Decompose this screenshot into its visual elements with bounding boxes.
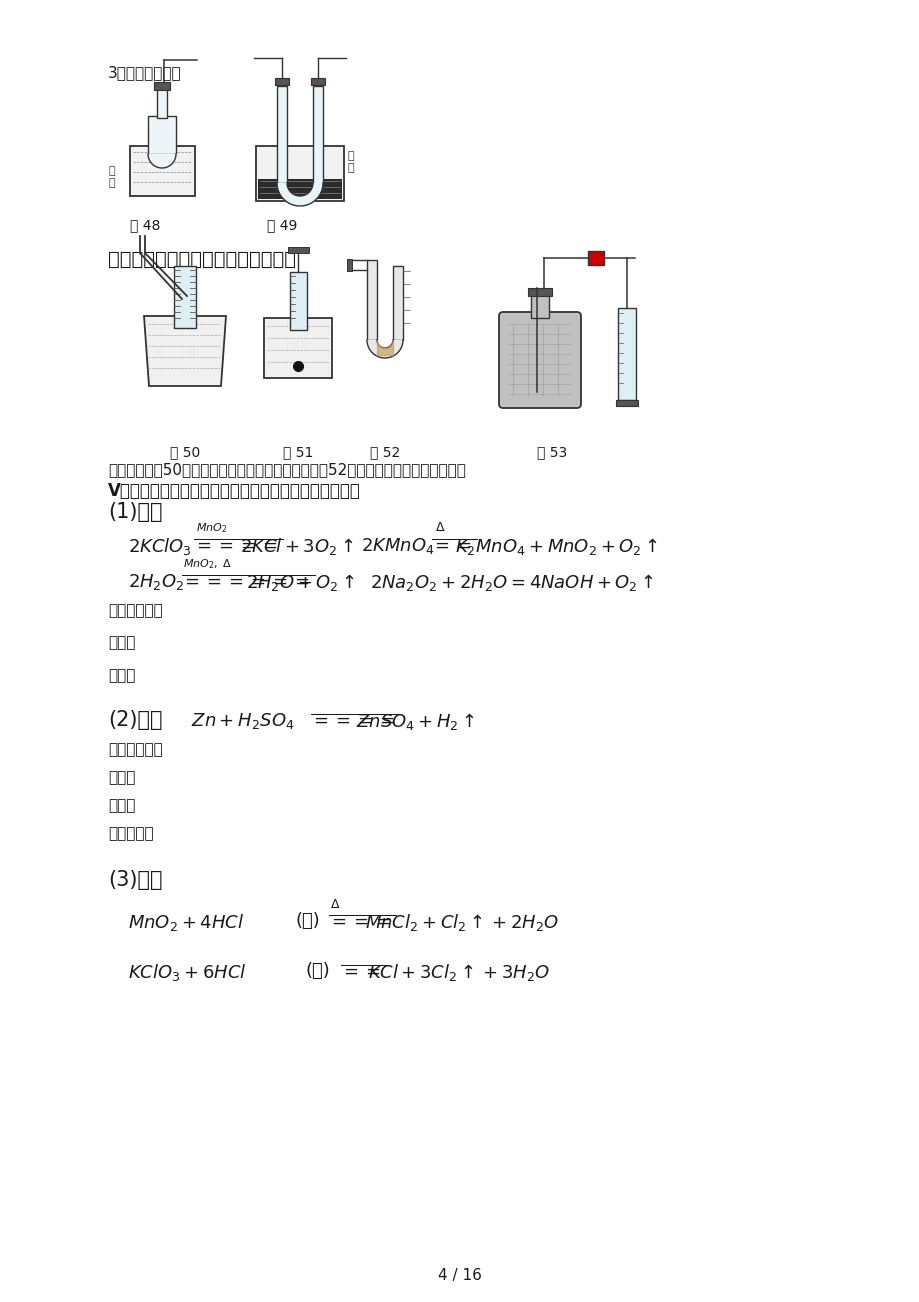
Bar [275,78,289,85]
Text: $2H_2O_2$: $2H_2O_2$ [128,572,184,592]
Text: $\overline{==}$: $\overline{==}$ [430,536,477,553]
Text: $\overline{====}$: $\overline{====}$ [193,536,283,553]
Text: V、常见气体的制取原理、除杂、检验、收集和尾气处理: V、常见气体的制取原理、除杂、检验、收集和尾气处理 [108,482,360,500]
Bar [392,266,403,340]
Text: $\Delta$: $\Delta$ [435,521,445,534]
Bar [157,89,167,118]
Text: 收集：: 收集： [108,668,135,684]
Text: $K_2MnO_4+MnO_2+O_2\uparrow$: $K_2MnO_4+MnO_2+O_2\uparrow$ [455,536,658,557]
Text: $2Na_2O_2+2H_2O=4NaOH+O_2\uparrow$: $2Na_2O_2+2H_2O=4NaOH+O_2\uparrow$ [369,572,653,592]
Bar [346,259,352,271]
Text: (浓): (浓) [306,962,331,980]
FancyBboxPatch shape [498,312,581,408]
Bar [255,146,344,201]
Text: $\overline{======}$: $\overline{======}$ [181,572,315,590]
Polygon shape [277,184,323,206]
Bar [130,146,195,197]
Text: 图 51: 图 51 [282,445,312,460]
Text: $MnO_2$: $MnO_2$ [196,521,227,535]
Bar [174,266,196,328]
Text: $\overline{====}$: $\overline{====}$ [310,711,400,729]
Bar [528,288,551,296]
Bar [587,251,604,266]
Bar [153,82,170,90]
Bar [289,272,307,329]
Text: $Zn+H_2SO_4$: $Zn+H_2SO_4$ [186,711,294,730]
Text: 图 50: 图 50 [170,445,200,460]
Text: 图 53: 图 53 [537,445,566,460]
Text: 收集：: 收集： [108,798,135,812]
Text: 图 48: 图 48 [130,217,160,232]
Text: 图 52: 图 52 [369,445,400,460]
Bar [616,400,637,406]
Text: $\overline{==}$: $\overline{==}$ [340,962,386,980]
Text: (浓): (浓) [296,911,321,930]
Bar [148,116,176,154]
Text: 装置：除杂：: 装置：除杂： [108,603,163,618]
Text: 冷
水: 冷 水 [108,165,115,187]
Text: 检验：: 检验： [108,635,135,650]
Bar [618,309,635,400]
Text: $2H_2O+O_2\uparrow$: $2H_2O+O_2\uparrow$ [245,572,355,592]
Bar [530,294,549,318]
Text: 检验：: 检验： [108,769,135,785]
Bar [367,260,377,340]
Text: 装置：除杂：: 装置：除杂： [108,742,163,756]
Text: (1)氧气: (1)氧气 [108,503,163,522]
Text: $\Delta$: $\Delta$ [330,898,340,911]
Bar [277,86,287,184]
Bar [312,86,323,187]
Text: $2KMnO_4$: $2KMnO_4$ [360,536,434,556]
Text: $MnO_2+4HCl$: $MnO_2+4HCl$ [128,911,244,934]
Text: 3、冷却反应装置: 3、冷却反应装置 [108,65,181,79]
Text: (2)氢气: (2)氢气 [108,710,163,730]
Polygon shape [367,340,403,358]
Bar [264,318,332,378]
Text: $MnO_2,\ \Delta$: $MnO_2,\ \Delta$ [183,557,233,570]
Text: 注意事项：图50中量器内的水位与水槽中水相平，图52中左短水位与右端水位相平。: 注意事项：图50中量器内的水位与水槽中水相平，图52中左短水位与右端水位相平。 [108,462,465,477]
Bar [311,78,324,85]
Text: 图 49: 图 49 [267,217,297,232]
Polygon shape [144,316,226,385]
Text: 尾气处理：: 尾气处理： [108,825,153,841]
Text: 4 / 16: 4 / 16 [437,1268,482,1282]
Text: $ZnSO_4+H_2\uparrow$: $ZnSO_4+H_2\uparrow$ [356,711,475,732]
Text: $KCl+3Cl_2\uparrow+3H_2O$: $KCl+3Cl_2\uparrow+3H_2O$ [368,962,550,983]
Text: $2KCl+3O_2\uparrow$: $2KCl+3O_2\uparrow$ [240,536,354,557]
Bar [288,247,309,253]
Text: (3)氯气: (3)氯气 [108,870,163,891]
Text: $\overline{===}$: $\overline{===}$ [328,911,396,930]
Text: $MnCl_2+Cl_2\uparrow+2H_2O$: $MnCl_2+Cl_2\uparrow+2H_2O$ [365,911,559,934]
Text: $KClO_3+6HCl$: $KClO_3+6HCl$ [128,962,246,983]
Text: $2KClO_3$: $2KClO_3$ [128,536,192,557]
Text: 冰
水: 冰 水 [347,151,354,173]
Text: 六、排水量气装置：测量气体的体积: 六、排水量气装置：测量气体的体积 [108,250,296,270]
Bar [257,178,342,199]
